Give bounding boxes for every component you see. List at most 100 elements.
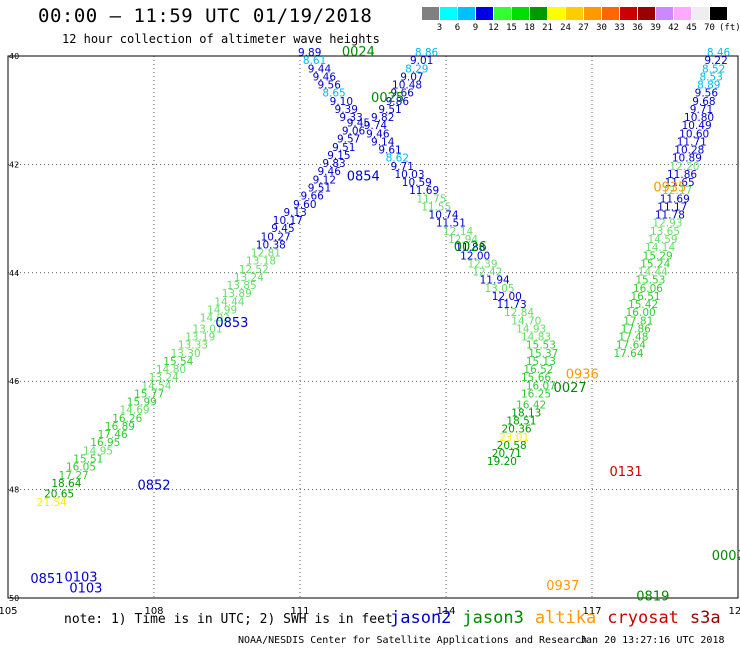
color-scale-swatch — [602, 7, 619, 20]
swh-point: 9.86 — [386, 96, 410, 108]
y-tick-label: 40 — [9, 52, 19, 61]
swh-point: 15.53 — [635, 275, 665, 287]
x-tick-label: 111 — [290, 606, 309, 617]
swh-point: 13.24 — [149, 372, 179, 384]
swh-point: 9.56 — [695, 88, 719, 100]
swh-point: 11.65 — [665, 177, 695, 189]
plot-frame — [7, 55, 739, 599]
color-scale-label: 9 — [472, 23, 479, 33]
swh-point: 12.52 — [239, 264, 269, 276]
color-scale-swatch — [440, 7, 457, 20]
swh-point: 15.66 — [521, 372, 551, 384]
swh-point: 12.42 — [472, 267, 502, 279]
swh-point: 20.71 — [492, 448, 522, 460]
swh-point: 9.14 — [371, 136, 395, 148]
legend-cryosat: cryosat — [607, 608, 679, 628]
y-tick-label: 48 — [9, 486, 19, 495]
pass-time-label: 0027 — [554, 381, 587, 396]
y-tick-label: 42 — [9, 160, 19, 169]
swh-point: 13.24 — [234, 272, 264, 284]
color-scale-label: (ft) — [719, 23, 740, 33]
swh-point: 11.73 — [497, 299, 527, 311]
swh-point: 16.51 — [631, 291, 661, 303]
pass-time-label: 0103 — [64, 571, 97, 586]
y-tick-label: 46 — [9, 377, 19, 386]
color-scale-swatch — [494, 7, 511, 20]
legend-altika: altika — [534, 608, 597, 628]
swh-point: 14.44 — [214, 296, 244, 308]
legend-jason2: jason2 — [390, 608, 452, 628]
swh-point: 20.65 — [44, 489, 74, 501]
swh-point: 15.42 — [628, 299, 658, 311]
color-scale-label: 70 — [704, 23, 715, 33]
swh-point: 12.00 — [460, 250, 490, 262]
swh-point: 18.51 — [506, 416, 536, 428]
swh-point: 9.13 — [283, 207, 306, 219]
color-scale-swatch — [530, 7, 547, 20]
swh-point: 10.28 — [674, 145, 704, 157]
x-tick-label: 108 — [144, 606, 163, 617]
swh-point: 10.38 — [256, 239, 286, 251]
swh-point: 11.69 — [660, 193, 690, 205]
color-scale-label: 39 — [650, 23, 661, 33]
swh-point: 11.17 — [657, 201, 687, 213]
swh-point: 9.71 — [690, 104, 713, 116]
color-scale-swatch — [710, 7, 727, 20]
swh-point: 9.15 — [327, 150, 350, 162]
swh-point: 12.14 — [443, 226, 473, 238]
swh-point: 11.55 — [421, 201, 451, 213]
legend-jason3: jason3 — [462, 608, 524, 628]
swh-point: 15.24 — [640, 258, 670, 270]
swh-point: 10.17 — [273, 215, 303, 227]
swh-point: 16.95 — [90, 437, 120, 449]
swh-point: 9.07 — [400, 71, 423, 83]
swh-point: 11.51 — [436, 218, 466, 230]
swh-point: 12.17 — [662, 185, 692, 197]
swh-point: 9.46 — [318, 166, 342, 178]
pass-time-label: 0935 — [653, 181, 686, 196]
swh-point: 9.46 — [313, 71, 337, 83]
swh-point: 16.42 — [516, 399, 546, 411]
swh-point: 17.48 — [618, 332, 648, 344]
swh-point: 10.60 — [679, 128, 709, 140]
swh-point: 9.82 — [371, 112, 394, 124]
swh-point: 16.06 — [633, 283, 663, 295]
color-scale-label: 15 — [506, 23, 517, 33]
swh-point: 13.18 — [246, 256, 276, 268]
swh-point: 17.46 — [98, 429, 128, 441]
swh-point: 20.58 — [497, 440, 527, 452]
y-tick-label: 44 — [9, 269, 19, 278]
color-scale-swatch — [458, 7, 475, 20]
swh-point: 18.13 — [511, 407, 541, 419]
swh-point: 9.68 — [692, 96, 715, 108]
swh-point: 23.01 — [499, 432, 529, 444]
swh-point: 11.88 — [455, 242, 485, 254]
swh-point: 9.06 — [342, 126, 366, 138]
swh-point: 16.89 — [105, 421, 135, 433]
run-date: Jan 20 13:27:16 UTC 2018 — [580, 635, 725, 646]
swh-point: 14.95 — [83, 445, 113, 457]
swh-point: 8.65 — [322, 88, 345, 100]
color-scale-label: 12 — [488, 23, 499, 33]
swh-point: 9.22 — [704, 55, 727, 67]
color-scale-label: 21 — [542, 23, 553, 33]
swh-point: 14.54 — [141, 380, 171, 392]
swh-point: 17.64 — [613, 348, 643, 360]
swh-point: 9.83 — [322, 158, 345, 170]
swh-point: 9.66 — [300, 191, 324, 203]
swh-point: 16.00 — [626, 307, 656, 319]
swh-point: 16.25 — [521, 388, 551, 400]
swh-point: 9.89 — [298, 47, 321, 59]
swh-point: 14.70 — [511, 315, 541, 327]
swh-point: 13.30 — [171, 348, 201, 360]
pass-time-label: 0131 — [610, 465, 643, 480]
data-labels: 9.898.619.449.469.568.659.109.399.339.45… — [37, 47, 731, 509]
color-scale-label: 27 — [578, 23, 589, 33]
swh-point: 13.33 — [178, 340, 208, 352]
swh-point: 9.51 — [332, 142, 355, 154]
footnote: note: 1) Time is in UTC; 2) SWH is in fe… — [64, 612, 393, 627]
color-scale-swatch — [548, 7, 565, 20]
swh-point: 14.80 — [156, 364, 186, 376]
swh-point: 10.49 — [682, 120, 712, 132]
color-scale-swatch — [692, 7, 709, 20]
